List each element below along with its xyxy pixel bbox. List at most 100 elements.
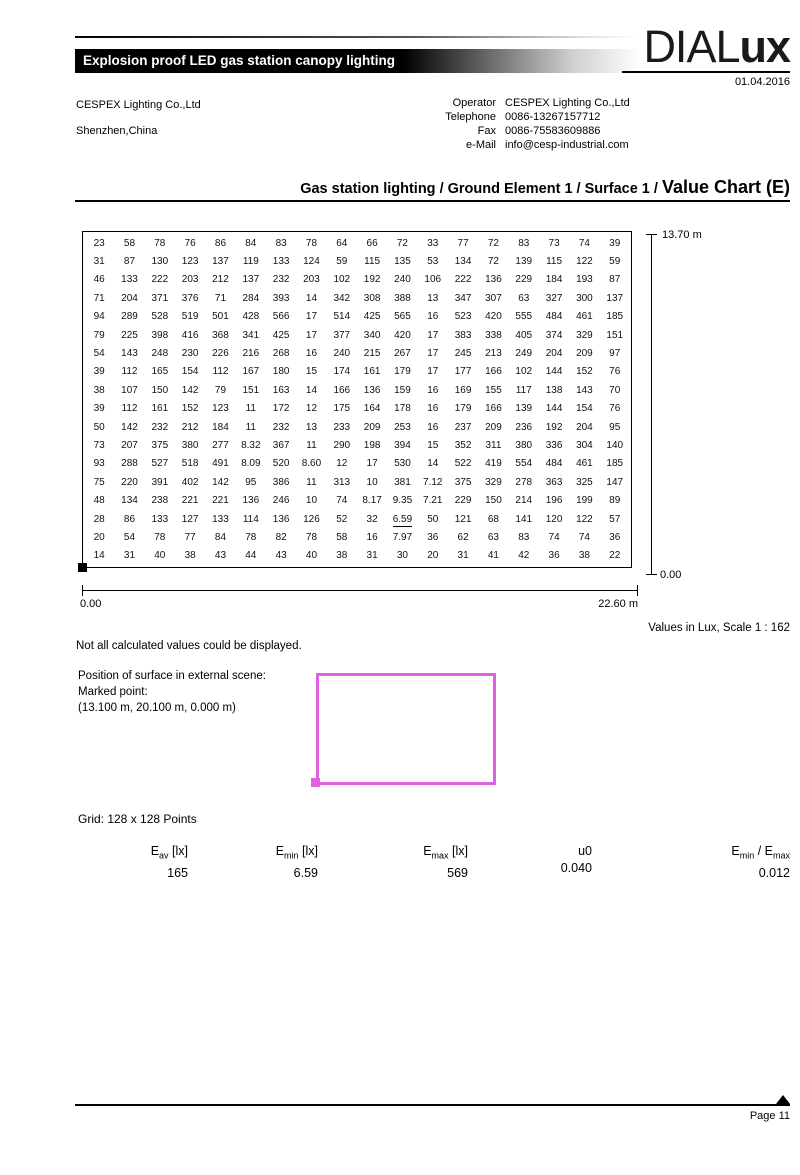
value-cell: 523 bbox=[454, 311, 472, 323]
value-cell: 139 bbox=[515, 256, 533, 268]
value-cell: 338 bbox=[485, 329, 502, 341]
value-cell: 225 bbox=[121, 329, 138, 341]
value-cell: 16 bbox=[427, 403, 439, 415]
value-cell: 530 bbox=[394, 458, 411, 470]
value-grid-row: 39 112 161 152 123 11 172 12 175 164 178 16 179 166 13… bbox=[84, 400, 630, 418]
value-cell: 78 bbox=[154, 531, 166, 543]
value-cell: 8.17 bbox=[362, 495, 382, 507]
value-cell: 230 bbox=[181, 348, 199, 360]
summary-value: 6.59 bbox=[293, 865, 318, 880]
value-cell: 237 bbox=[454, 421, 472, 433]
value-cell: 86 bbox=[214, 237, 227, 249]
value-cell: 232 bbox=[272, 274, 290, 286]
value-cell: 313 bbox=[333, 476, 351, 488]
value-cell: 518 bbox=[181, 458, 199, 470]
value-cell: 137 bbox=[212, 256, 229, 268]
value-cell: 221 bbox=[212, 495, 229, 507]
value-cell: 7.21 bbox=[423, 495, 443, 507]
value-cell: 428 bbox=[242, 311, 260, 323]
value-cell: 375 bbox=[151, 439, 169, 451]
value-cell: 124 bbox=[303, 256, 320, 268]
value-cell: 340 bbox=[363, 329, 381, 341]
value-cell: 126 bbox=[303, 513, 320, 525]
value-cell: 166 bbox=[485, 366, 502, 378]
value-cell: 74 bbox=[336, 495, 348, 507]
value-cell: 150 bbox=[151, 384, 169, 396]
value-cell: 121 bbox=[454, 513, 472, 525]
value-cell: 16 bbox=[427, 384, 439, 396]
value-cell: 232 bbox=[151, 421, 169, 433]
contact-row: Fax 0086-75583609886 bbox=[418, 125, 630, 139]
value-cell: 522 bbox=[454, 458, 472, 470]
value-cell: 133 bbox=[272, 256, 290, 268]
section-title-rule bbox=[75, 200, 790, 202]
value-cell: 14 bbox=[93, 550, 105, 562]
value-cell: 371 bbox=[151, 292, 169, 304]
value-cell: 484 bbox=[545, 458, 563, 470]
project-title: Explosion proof LED gas station canopy l… bbox=[83, 53, 396, 68]
value-cell: 192 bbox=[545, 421, 563, 433]
value-cell: 388 bbox=[394, 292, 411, 304]
value-cell: 375 bbox=[454, 476, 472, 488]
summary-column: u0 0.040 bbox=[490, 843, 592, 877]
value-chart-box: 23 58 78 76 86 84 83 78 64 66 72 33 77 72 83 73 74 39 31 87… bbox=[82, 231, 632, 568]
value-cell: 40 bbox=[154, 550, 166, 562]
value-cell: 236 bbox=[515, 421, 533, 433]
horizontal-ruler-tick-right bbox=[637, 585, 638, 596]
value-cell: 222 bbox=[454, 274, 472, 286]
value-cell: 120 bbox=[545, 513, 563, 525]
value-cell: 226 bbox=[212, 348, 229, 360]
value-cell: 209 bbox=[363, 421, 381, 433]
value-cell: 14 bbox=[305, 384, 318, 396]
value-cell: 133 bbox=[151, 513, 169, 525]
logo-text-ux: ux bbox=[739, 21, 791, 72]
value-cell: 164 bbox=[363, 403, 381, 415]
value-cell: 87 bbox=[609, 274, 621, 286]
contact-label: Fax bbox=[477, 125, 496, 137]
value-cell: 240 bbox=[333, 348, 351, 360]
value-cell: 39 bbox=[609, 237, 621, 249]
value-cell: 15 bbox=[305, 366, 318, 378]
summary-value: 0.012 bbox=[758, 865, 790, 880]
value-cell: 142 bbox=[181, 384, 199, 396]
summary-row: Eav [lx] 165 Emin [lx] 6.59 Emax [lx] 569 u0 0.… bbox=[0, 843, 800, 887]
value-cell: 336 bbox=[545, 439, 563, 451]
value-cell: 14 bbox=[427, 458, 439, 470]
value-cell: 52 bbox=[336, 513, 348, 525]
value-cell: 78 bbox=[154, 237, 166, 249]
value-cell: 402 bbox=[181, 476, 199, 488]
value-cell: 17 bbox=[427, 329, 439, 341]
value-cell: 383 bbox=[454, 329, 472, 341]
value-cell: 122 bbox=[576, 513, 593, 525]
value-cell: 20 bbox=[93, 531, 105, 543]
value-cell: 288 bbox=[121, 458, 138, 470]
value-cell: 137 bbox=[606, 292, 624, 304]
value-cell: 139 bbox=[515, 403, 533, 415]
value-grid-row: 14 31 40 38 43 44 43 40 38 31 30 20 31 41 42 36 38 22 bbox=[84, 547, 630, 565]
contact-label: Operator bbox=[452, 97, 496, 109]
value-cell: 38 bbox=[336, 550, 348, 562]
value-cell: 166 bbox=[485, 403, 502, 415]
position-line1: Position of surface in external scene: bbox=[78, 670, 266, 682]
value-cell: 154 bbox=[181, 366, 199, 378]
value-cell: 203 bbox=[303, 274, 320, 286]
value-cell: 185 bbox=[606, 311, 624, 323]
value-cell: 165 bbox=[151, 366, 169, 378]
width-zero-label: 0.00 bbox=[80, 598, 102, 610]
value-cell: 41 bbox=[487, 550, 499, 562]
value-cell: 554 bbox=[515, 458, 533, 470]
value-cell: 130 bbox=[151, 256, 169, 268]
value-cell: 84 bbox=[245, 237, 257, 249]
value-cell: 38 bbox=[93, 384, 105, 396]
value-cell: 207 bbox=[121, 439, 138, 451]
footer-triangle-icon bbox=[776, 1095, 790, 1104]
value-grid-row: 75 220 391 402 142 95 386 11 313 10 381 7.12 375 329 2… bbox=[84, 473, 630, 491]
value-cell: 83 bbox=[518, 237, 530, 249]
grid-info: Grid: 128 x 128 Points bbox=[78, 812, 197, 826]
value-cell: 209 bbox=[485, 421, 502, 433]
value-cell: 198 bbox=[363, 439, 381, 451]
value-cell: 50 bbox=[93, 421, 105, 433]
value-cell: 32 bbox=[366, 513, 378, 525]
value-cell: 76 bbox=[609, 366, 621, 378]
value-cell: 71 bbox=[93, 292, 105, 304]
